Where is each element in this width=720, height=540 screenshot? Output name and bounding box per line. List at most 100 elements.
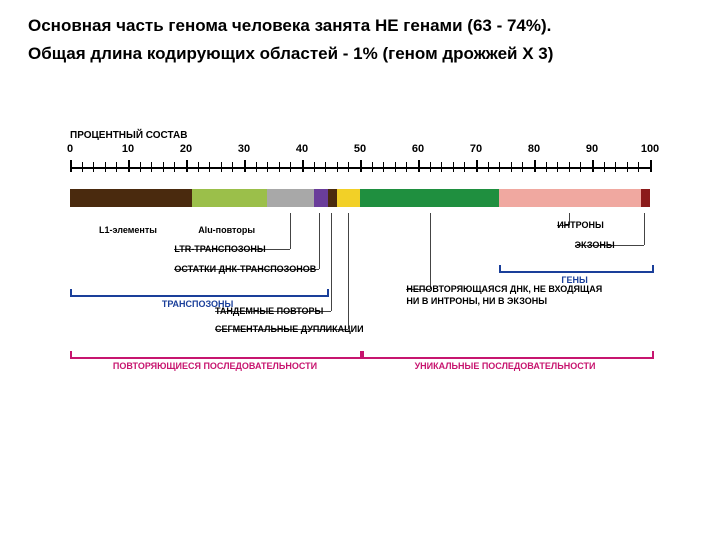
tick-minor <box>267 162 268 172</box>
tick-label: 50 <box>354 143 366 155</box>
tick-major <box>418 160 420 172</box>
tick-minor <box>441 162 442 172</box>
tick-minor <box>348 162 349 172</box>
tick-minor <box>279 162 280 172</box>
labels-layer: L1-элементы Alu-повторы LTR-ТРАНСПОЗОНЫ ОСТ… <box>70 213 650 413</box>
tick-label: 90 <box>586 143 598 155</box>
tick-minor <box>546 162 547 172</box>
percent-axis: 0102030405060708090100 <box>70 147 650 171</box>
bracket-label: ГЕНЫ <box>561 275 587 285</box>
tick-major <box>534 160 536 172</box>
tick-minor <box>314 162 315 172</box>
tick-minor <box>209 162 210 172</box>
tick-minor <box>430 162 431 172</box>
tick-label: 20 <box>180 143 192 155</box>
callout-label: ЭКЗОНЫ <box>575 240 615 250</box>
tick-label: 80 <box>528 143 540 155</box>
tick-minor <box>395 162 396 172</box>
bracket <box>70 289 329 297</box>
genome-chart: ПРОЦЕНТНЫЙ СОСТАВ 0102030405060708090100… <box>70 130 650 413</box>
axis-title: ПРОЦЕНТНЫЙ СОСТАВ <box>70 130 650 141</box>
tick-label: 0 <box>67 143 73 155</box>
tick-minor <box>163 162 164 172</box>
tick-label: 40 <box>296 143 308 155</box>
tick-minor <box>256 162 257 172</box>
tick-major <box>476 160 478 172</box>
tick-major <box>244 160 246 172</box>
tick-minor <box>499 162 500 172</box>
leader-line <box>319 213 320 269</box>
bracket-label: ПОВТОРЯЮЩИЕСЯ ПОСЛЕДОВАТЕЛЬНОСТИ <box>113 361 317 371</box>
tick-minor <box>557 162 558 172</box>
leader-line <box>430 213 431 289</box>
tick-minor <box>93 162 94 172</box>
tick-minor <box>174 162 175 172</box>
tick-minor <box>569 162 570 172</box>
segment-label: Alu-повторы <box>198 225 255 235</box>
tick-minor <box>406 162 407 172</box>
tick-label: 70 <box>470 143 482 155</box>
tick-major <box>592 160 594 172</box>
tick-label: 100 <box>641 143 659 155</box>
segment-label: L1-элементы <box>99 225 157 235</box>
callout-label: НЕПОВТОРЯЮЩАЯСЯ ДНК, НЕ ВХОДЯЩАЯ <box>406 284 602 294</box>
tick-minor <box>372 162 373 172</box>
tick-minor <box>604 162 605 172</box>
tick-minor <box>337 162 338 172</box>
tick-minor <box>615 162 616 172</box>
callout-label: LTR-ТРАНСПОЗОНЫ <box>174 244 265 254</box>
tick-minor <box>464 162 465 172</box>
bracket-label: ТРАНСПОЗОНЫ <box>162 299 234 309</box>
tick-minor <box>453 162 454 172</box>
callout-label: ИНТРОНЫ <box>557 220 604 230</box>
title-line-1: Основная часть генома человека занята НЕ… <box>28 16 692 36</box>
segment <box>70 189 192 207</box>
tick-minor <box>627 162 628 172</box>
segment <box>328 189 337 207</box>
title-block: Основная часть генома человека занята НЕ… <box>0 0 720 64</box>
tick-minor <box>232 162 233 172</box>
tick-minor <box>383 162 384 172</box>
segment <box>192 189 267 207</box>
leader-line <box>348 213 349 329</box>
callout-label: СЕГМЕНТАЛЬНЫЕ ДУПЛИКАЦИИ <box>215 324 364 334</box>
tick-minor <box>325 162 326 172</box>
bracket <box>70 351 364 359</box>
segment <box>360 189 499 207</box>
tick-major <box>128 160 130 172</box>
tick-minor <box>105 162 106 172</box>
genome-bar <box>70 189 650 207</box>
bracket <box>360 351 654 359</box>
tick-label: 30 <box>238 143 250 155</box>
title-line-2: Общая длина кодирующих областей - 1% (ге… <box>28 44 692 64</box>
tick-minor <box>221 162 222 172</box>
tick-minor <box>638 162 639 172</box>
bracket-label: УНИКАЛЬНЫЕ ПОСЛЕДОВАТЕЛЬНОСТИ <box>415 361 596 371</box>
tick-minor <box>198 162 199 172</box>
callout-label: ОСТАТКИ ДНК-ТРАНСПОЗОНОВ <box>174 264 316 274</box>
tick-minor <box>488 162 489 172</box>
tick-major <box>186 160 188 172</box>
tick-major <box>650 160 652 172</box>
tick-minor <box>290 162 291 172</box>
tick-minor <box>522 162 523 172</box>
tick-minor <box>580 162 581 172</box>
bracket <box>499 265 654 273</box>
tick-major <box>360 160 362 172</box>
segment <box>337 189 360 207</box>
segment <box>314 189 329 207</box>
segment <box>267 189 313 207</box>
tick-major <box>70 160 72 172</box>
segment <box>499 189 641 207</box>
leader-line <box>331 213 332 311</box>
leader-line <box>290 213 291 249</box>
tick-minor <box>140 162 141 172</box>
tick-minor <box>511 162 512 172</box>
tick-minor <box>151 162 152 172</box>
tick-minor <box>82 162 83 172</box>
tick-label: 60 <box>412 143 424 155</box>
callout-label: НИ В ИНТРОНЫ, НИ В ЭКЗОНЫ <box>406 296 547 306</box>
tick-major <box>302 160 304 172</box>
tick-label: 10 <box>122 143 134 155</box>
segment <box>641 189 650 207</box>
